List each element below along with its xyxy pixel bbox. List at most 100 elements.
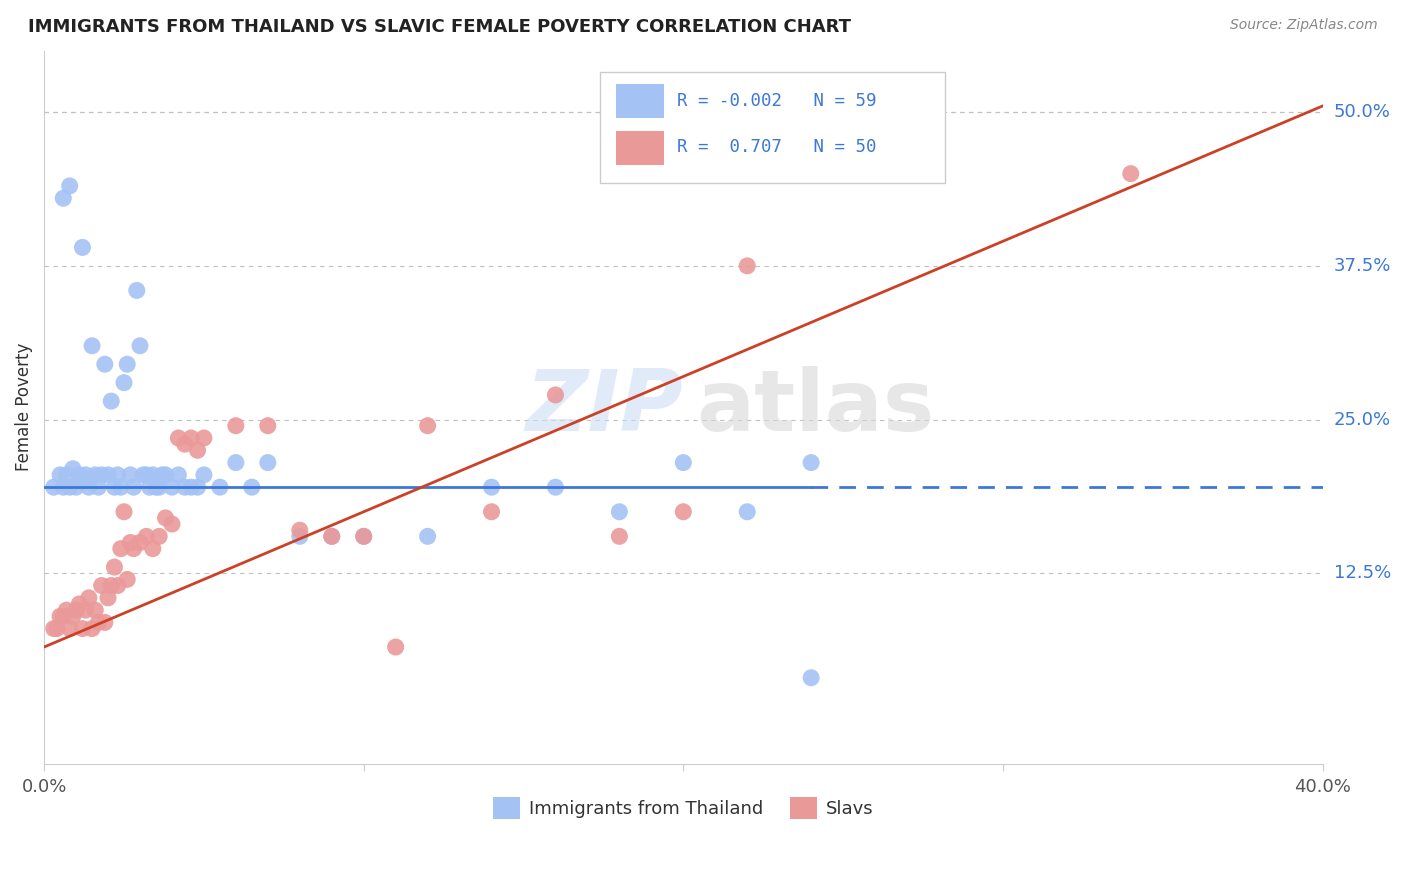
Point [62,609,84,624]
Point [186,443,208,458]
Point [225,456,247,470]
Point [94,357,117,371]
Point [321,529,343,543]
Point [138,480,160,494]
Point [193,467,215,482]
Point [735,259,758,273]
Point [100,394,122,409]
Point [145,480,167,494]
Point [120,535,142,549]
Point [193,431,215,445]
Point [800,456,823,470]
Point [609,529,631,543]
Point [288,523,311,537]
Point [180,431,202,445]
Point [94,615,117,630]
Point [135,467,157,482]
Text: IMMIGRANTS FROM THAILAND VS SLAVIC FEMALE POVERTY CORRELATION CHART: IMMIGRANTS FROM THAILAND VS SLAVIC FEMAL… [28,18,851,36]
Text: ZIP: ZIP [526,366,683,449]
Point [45,622,67,636]
Point [256,418,278,433]
Point [1119,167,1142,181]
Point [62,461,84,475]
Point [72,622,94,636]
Text: R =  0.707   N = 50: R = 0.707 N = 50 [676,138,876,156]
Bar [616,84,664,119]
Point [735,505,758,519]
Point [544,388,567,402]
FancyBboxPatch shape [600,72,945,183]
Point [80,622,103,636]
Point [384,640,406,654]
Point [353,529,375,543]
Point [72,240,94,254]
Point [609,505,631,519]
Point [481,480,503,494]
Point [173,437,195,451]
Point [107,467,129,482]
Text: Source: ZipAtlas.com: Source: ZipAtlas.com [1230,18,1378,32]
Point [115,357,138,371]
Point [103,480,125,494]
Text: 50.0%: 50.0% [1334,103,1391,121]
Point [186,480,208,494]
Point [90,578,112,592]
Point [416,529,439,543]
Point [288,529,311,543]
Point [52,191,75,205]
Point [155,511,177,525]
Point [148,480,170,494]
Point [72,474,94,488]
Point [55,467,77,482]
Point [148,529,170,543]
Point [115,573,138,587]
Point [42,480,65,494]
Point [672,505,695,519]
Point [155,467,177,482]
Point [225,418,247,433]
Point [52,480,75,494]
Point [87,480,110,494]
Point [240,480,263,494]
Point [129,339,152,353]
Point [129,535,152,549]
Point [65,480,87,494]
Point [49,467,72,482]
Text: 37.5%: 37.5% [1334,257,1391,275]
Point [353,529,375,543]
Point [160,480,183,494]
Point [52,609,75,624]
Point [49,609,72,624]
Point [150,467,173,482]
Point [481,505,503,519]
Text: R = -0.002   N = 59: R = -0.002 N = 59 [676,92,876,110]
Text: 12.5%: 12.5% [1334,565,1391,582]
Point [125,284,148,298]
Point [97,467,120,482]
Point [97,591,120,605]
Point [75,603,97,617]
Point [67,467,90,482]
Point [75,467,97,482]
Legend: Immigrants from Thailand, Slavs: Immigrants from Thailand, Slavs [485,789,882,826]
Point [256,456,278,470]
Point [110,480,132,494]
Point [120,467,142,482]
Point [167,431,190,445]
Y-axis label: Female Poverty: Female Poverty [15,343,32,472]
Point [167,467,190,482]
Point [59,178,82,193]
Point [100,578,122,592]
Point [160,517,183,532]
Text: 25.0%: 25.0% [1334,410,1391,428]
Point [110,541,132,556]
Point [142,467,165,482]
Point [42,622,65,636]
Point [173,480,195,494]
Bar [616,130,664,165]
Point [59,480,82,494]
Point [142,541,165,556]
Point [122,541,145,556]
Point [65,603,87,617]
Point [208,480,231,494]
